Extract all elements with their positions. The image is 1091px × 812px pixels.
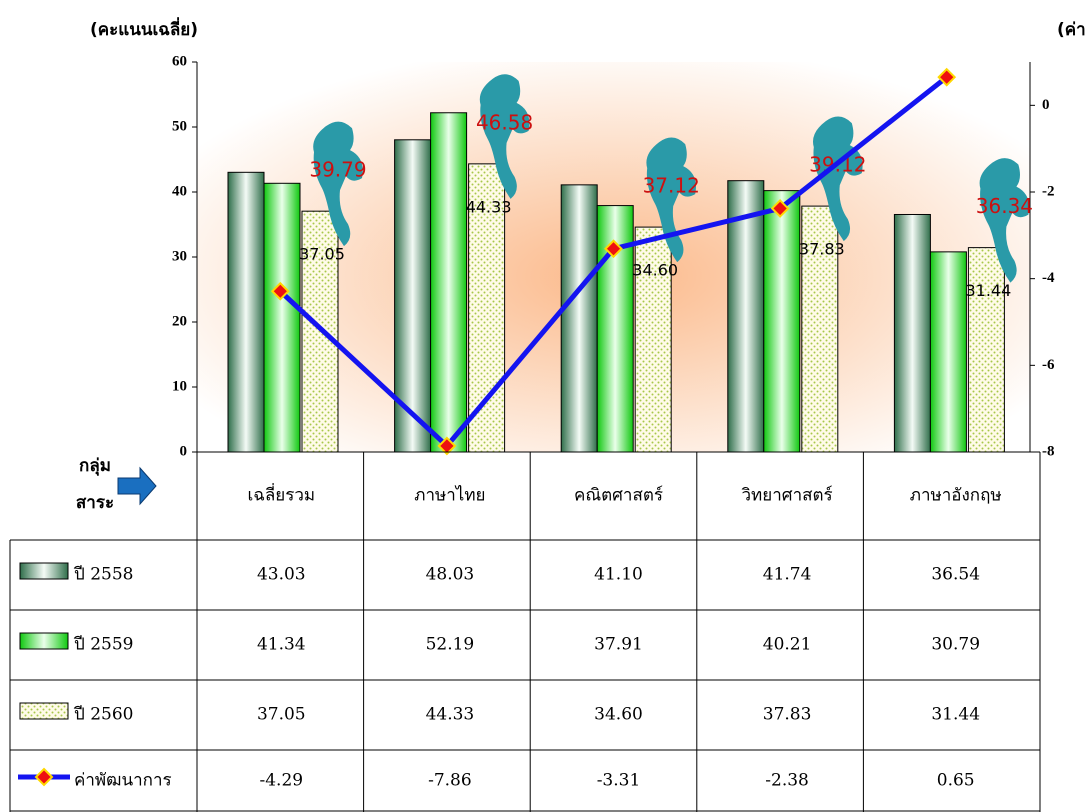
bar bbox=[468, 163, 506, 453]
x-tick-label: ภาษาอังกฤษ bbox=[910, 486, 1002, 506]
y2-tick-label: -8 bbox=[1042, 443, 1055, 459]
y-tick-label: 30 bbox=[172, 248, 187, 264]
data-label: 34.60 bbox=[632, 261, 678, 280]
table-value: 44.33 bbox=[426, 705, 475, 725]
y2-tick-label: -6 bbox=[1042, 357, 1055, 373]
y2-tick-label: -2 bbox=[1042, 183, 1055, 199]
legend-swatch bbox=[19, 702, 69, 720]
thailand-map bbox=[979, 158, 1030, 283]
bar bbox=[430, 112, 468, 453]
y-tick-label: 50 bbox=[172, 118, 187, 134]
table-value: 40.21 bbox=[763, 635, 812, 655]
arrow bbox=[117, 466, 157, 506]
bar bbox=[763, 190, 801, 453]
annotation: 39.79 bbox=[309, 158, 366, 182]
table-value: 37.91 bbox=[594, 635, 643, 655]
thailand-map bbox=[479, 74, 530, 199]
x-tick-label: วิทยาศาสตร์ bbox=[741, 486, 833, 506]
table-value: 41.74 bbox=[763, 565, 812, 585]
y-tick-label: 60 bbox=[172, 53, 187, 69]
y-tick-label: 40 bbox=[172, 183, 187, 199]
data-label: 37.05 bbox=[299, 245, 345, 264]
legend-swatch bbox=[19, 632, 69, 650]
annotation: 37.12 bbox=[643, 174, 700, 198]
annotation: 36.34 bbox=[976, 194, 1033, 218]
x-tick-label: เฉลี่ยรวม bbox=[247, 483, 315, 506]
y-tick-label: 20 bbox=[172, 313, 187, 329]
table-value: 43.03 bbox=[257, 565, 306, 585]
bar bbox=[727, 180, 765, 453]
thailand-map bbox=[313, 121, 363, 247]
legend-label: ปี 2559 bbox=[73, 635, 133, 655]
annotation: 46.58 bbox=[476, 110, 533, 134]
bar bbox=[801, 205, 839, 453]
table-value: 41.34 bbox=[257, 635, 306, 655]
thailand-map bbox=[813, 116, 863, 242]
table-value: 36.54 bbox=[931, 565, 980, 585]
x-tick-label: ภาษาไทย bbox=[414, 485, 485, 506]
table-value: -7.86 bbox=[428, 771, 472, 791]
bar bbox=[227, 171, 265, 453]
y-axis-title: (คะแนนเฉลี่ย) bbox=[90, 17, 198, 40]
bar bbox=[893, 213, 931, 453]
bar bbox=[560, 184, 598, 453]
marker bbox=[270, 281, 290, 301]
table-value: 37.05 bbox=[257, 705, 306, 725]
table-value: 0.65 bbox=[937, 771, 975, 791]
bar bbox=[301, 210, 339, 453]
bar bbox=[394, 139, 432, 453]
table-value: 48.03 bbox=[426, 565, 475, 585]
marker bbox=[937, 67, 957, 87]
table-value: 37.83 bbox=[763, 705, 812, 725]
marker bbox=[770, 199, 790, 218]
table-value: -4.29 bbox=[259, 771, 303, 791]
legend-label: ค่าพัฒนาการ bbox=[74, 771, 172, 791]
y2-tick-label: 0 bbox=[1042, 97, 1050, 113]
marker bbox=[604, 239, 623, 259]
table-value: 41.10 bbox=[594, 565, 643, 585]
data-label: 37.83 bbox=[799, 240, 845, 259]
legend-label: ปี 2558 bbox=[73, 565, 133, 585]
legend-swatch bbox=[19, 562, 69, 580]
bar bbox=[634, 226, 672, 453]
x-tick-label: คณิตศาสตร์ bbox=[574, 486, 663, 506]
bar bbox=[263, 182, 301, 453]
y-tick-label: 0 bbox=[180, 443, 188, 459]
table-value: 34.60 bbox=[594, 705, 643, 725]
y2-tick-label: -4 bbox=[1042, 270, 1055, 286]
thailand-map bbox=[646, 137, 696, 263]
y-tick-label: 10 bbox=[172, 378, 187, 394]
legend-marker bbox=[34, 767, 54, 787]
table-value: -2.38 bbox=[765, 771, 809, 791]
y2-axis-title: (ค่า bbox=[1057, 20, 1086, 40]
table-value: 30.79 bbox=[931, 635, 980, 655]
table-corner: กลุ่ม bbox=[79, 456, 111, 476]
table-corner: สาระ bbox=[76, 493, 114, 513]
table-value: 52.19 bbox=[426, 635, 475, 655]
data-label: 44.33 bbox=[466, 197, 512, 216]
table-value: 31.44 bbox=[931, 705, 980, 725]
data-label: 31.44 bbox=[965, 281, 1011, 300]
table-value: -3.31 bbox=[597, 771, 641, 791]
bar bbox=[967, 247, 1005, 453]
bar bbox=[929, 251, 967, 453]
marker bbox=[437, 436, 457, 456]
legend-label: ปี 2560 bbox=[73, 705, 133, 725]
